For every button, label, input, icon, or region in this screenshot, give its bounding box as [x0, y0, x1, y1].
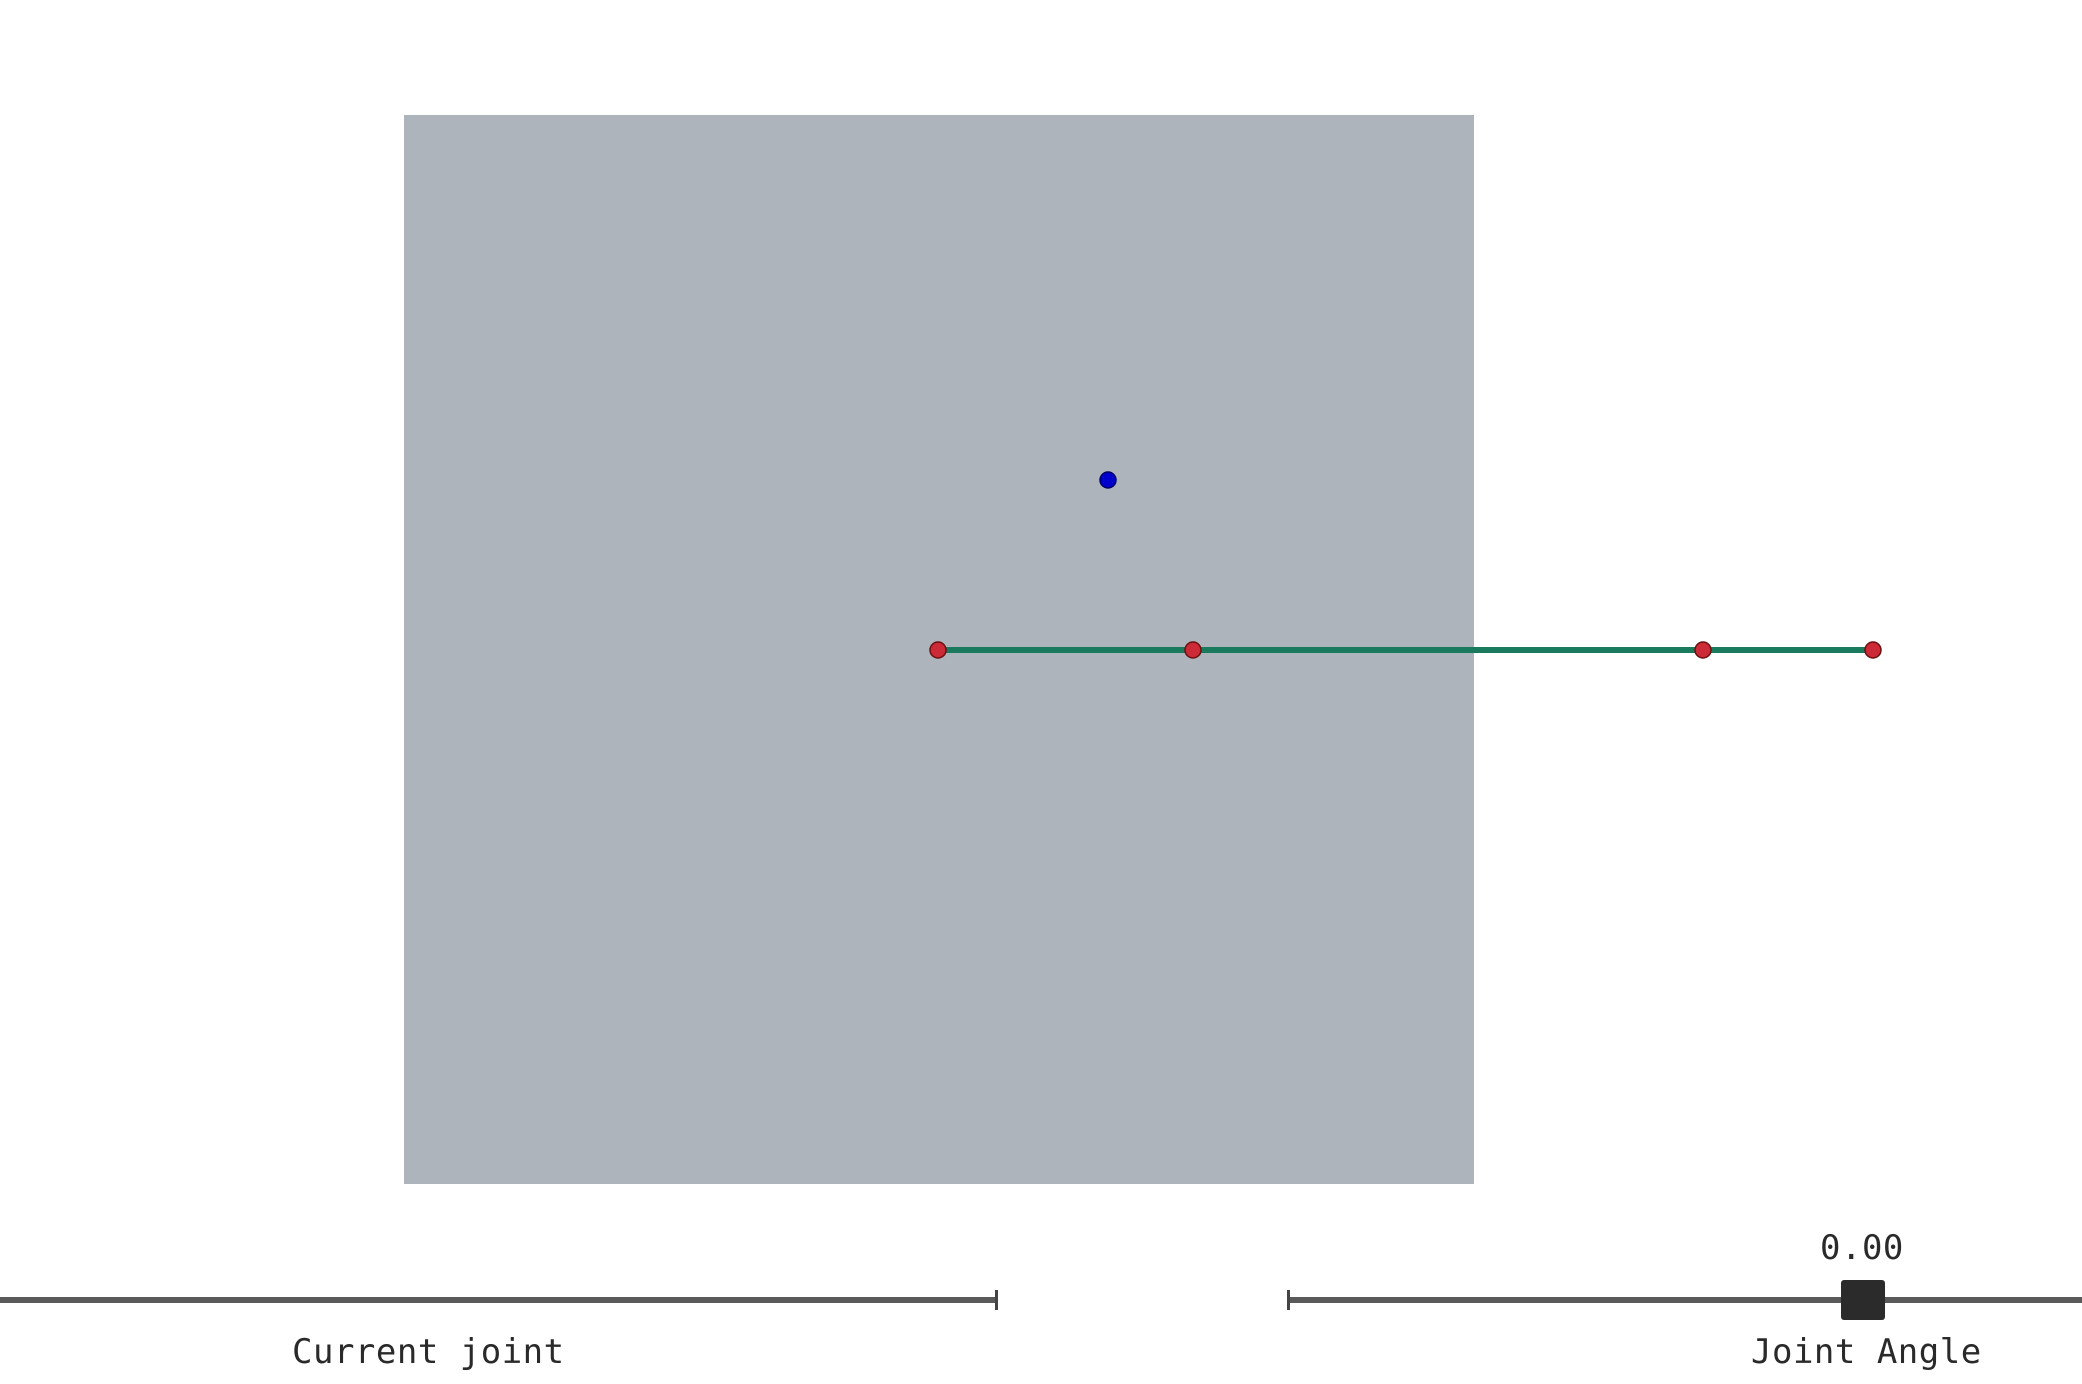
target-point[interactable] — [1099, 471, 1117, 489]
joint-angle-label: Joint Angle — [1751, 1332, 1982, 1372]
joint-2[interactable] — [1184, 641, 1202, 659]
joint-angle-value: 0.00 — [1820, 1228, 1904, 1268]
current-joint-label: Current joint — [292, 1332, 565, 1372]
joint-angle-slider-start-tick — [1287, 1290, 1290, 1310]
joint-base[interactable] — [929, 641, 947, 659]
joint-angle-slider-thumb[interactable] — [1841, 1280, 1885, 1320]
current-joint-slider-track[interactable] — [0, 1297, 998, 1303]
end-effector[interactable] — [1864, 641, 1882, 659]
current-joint-slider-end-tick — [995, 1290, 998, 1310]
joint-3[interactable] — [1694, 641, 1712, 659]
joint-angle-slider-track[interactable] — [1287, 1297, 2082, 1303]
